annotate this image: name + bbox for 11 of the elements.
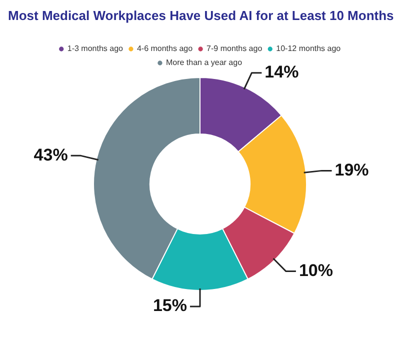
- legend-label: 7-9 months ago: [206, 44, 263, 54]
- legend-label: 10-12 months ago: [276, 44, 342, 54]
- legend-label: More than a year ago: [166, 58, 243, 68]
- chart-title: Most Medical Workplaces Have Used AI for at Least 10 Months: [8, 8, 394, 23]
- data-label: 10%: [298, 260, 333, 280]
- legend-label: 1-3 months ago: [67, 44, 124, 54]
- data-label: 15%: [152, 296, 187, 316]
- data-label: 14%: [264, 62, 299, 82]
- legend-label: 4-6 months ago: [136, 44, 194, 54]
- data-label: 19%: [334, 160, 369, 180]
- data-label: 43%: [34, 145, 68, 164]
